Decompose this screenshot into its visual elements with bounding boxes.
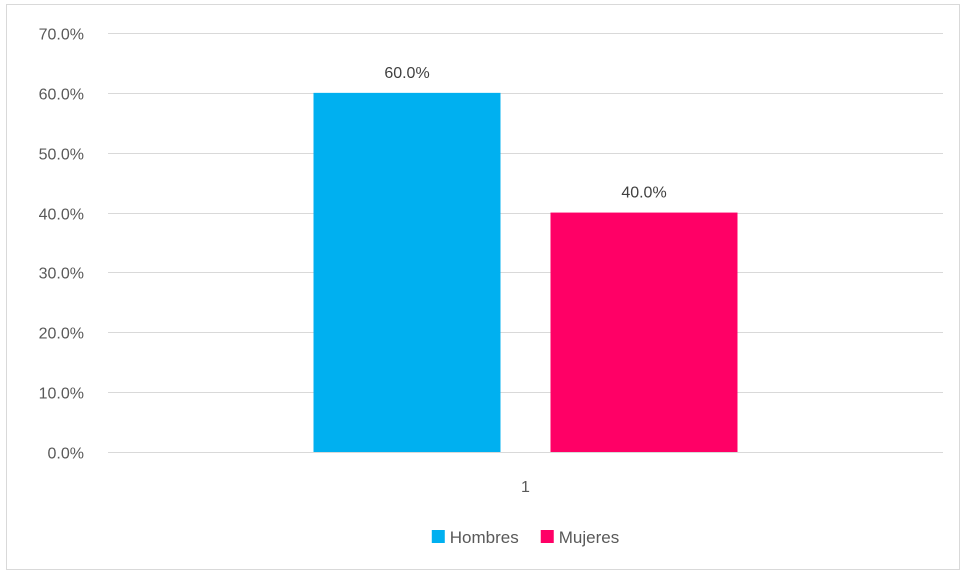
legend-label: Hombres — [450, 528, 519, 547]
y-axis-tick-labels: 0.0% 10.0% 20.0% 30.0% 40.0% 50.0% 60.0% 70.0% — [39, 27, 84, 463]
y-tick-label: 60.0% — [39, 87, 84, 104]
legend-swatch — [540, 530, 554, 543]
legend: Hombres Mujeres — [431, 528, 619, 547]
bars — [313, 92, 738, 452]
x-tick-label: 1 — [521, 479, 530, 496]
bar-mujeres — [550, 212, 738, 452]
gridlines — [108, 33, 943, 453]
y-tick-label: 10.0% — [39, 386, 84, 403]
data-label-mujeres: 40.0% — [621, 185, 666, 202]
y-tick-label: 20.0% — [39, 326, 84, 343]
data-labels: 60.0% 40.0% — [384, 65, 666, 202]
x-axis-tick-labels: 1 — [521, 479, 530, 496]
legend-item-hombres: Hombres — [431, 528, 519, 547]
data-label-hombres: 60.0% — [384, 65, 429, 82]
legend-item-mujeres: Mujeres — [540, 528, 619, 547]
y-tick-label: 0.0% — [48, 446, 84, 463]
y-tick-label: 50.0% — [39, 147, 84, 164]
legend-label: Mujeres — [559, 528, 619, 547]
y-tick-label: 30.0% — [39, 266, 84, 283]
legend-swatch — [431, 530, 445, 543]
bar-hombres — [313, 92, 501, 452]
y-tick-label: 40.0% — [39, 207, 84, 224]
y-tick-label: 70.0% — [39, 27, 84, 44]
